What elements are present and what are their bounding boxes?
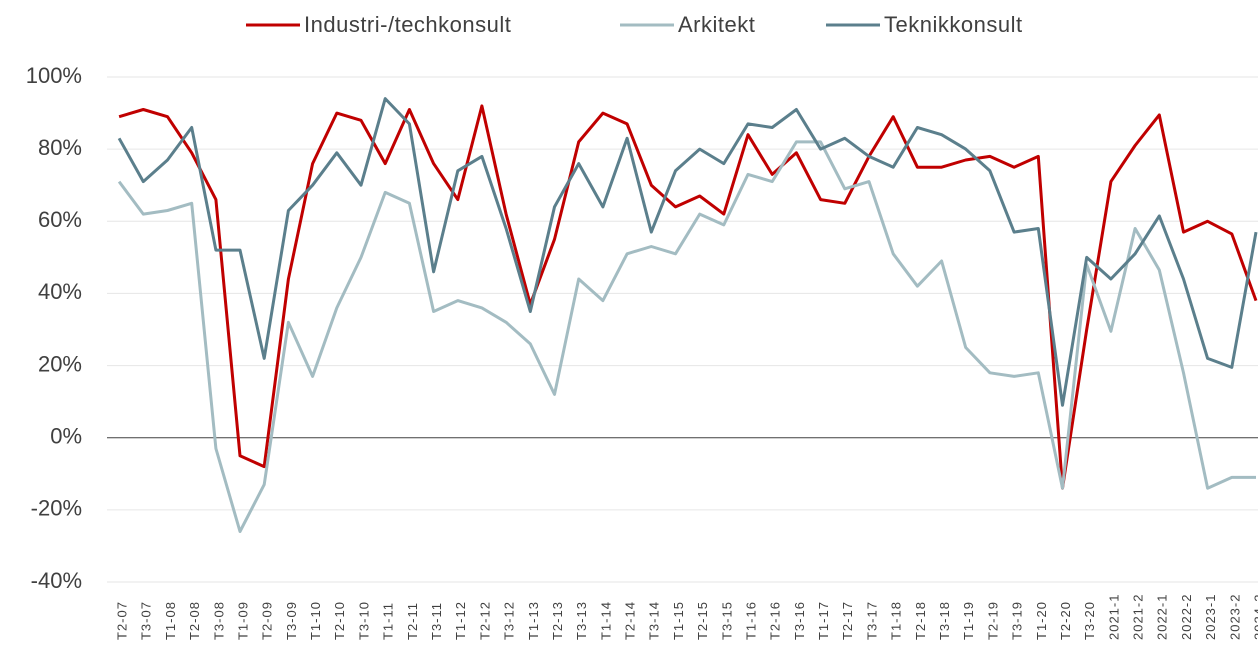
y-tick-label: -20%: [31, 496, 82, 521]
series-line: [117, 97, 1258, 407]
x-tick-label: T1-10: [308, 601, 323, 640]
y-tick-label: 100%: [26, 63, 82, 88]
x-tick-label: T2-20: [1058, 601, 1073, 640]
x-tick-label: T1-20: [1034, 601, 1049, 640]
x-tick-label: T3-20: [1082, 601, 1097, 640]
x-tick-label: T3-14: [647, 601, 662, 640]
x-tick-label: T2-16: [768, 601, 783, 640]
x-tick-label: T2-09: [260, 601, 275, 640]
x-tick-label: T1-11: [381, 602, 396, 640]
x-tick-label: T2-18: [913, 601, 928, 640]
x-tick-label: 2023-1: [1203, 594, 1218, 640]
legend-label: Arkitekt: [678, 12, 755, 37]
x-tick-label: 2022-2: [1179, 594, 1194, 640]
x-tick-label: T2-11: [405, 602, 420, 640]
x-tick-label: T2-14: [623, 601, 638, 640]
legend-label: Industri-/techkonsult: [304, 12, 511, 37]
x-tick-label: 2024-2: [1251, 594, 1258, 640]
x-tick-label: T3-15: [719, 601, 734, 640]
y-tick-label: -40%: [31, 568, 82, 593]
x-tick-label: 2023-2: [1227, 594, 1242, 640]
y-tick-label: 0%: [50, 424, 82, 449]
x-tick-label: T1-15: [671, 601, 686, 640]
x-tick-label: T3-12: [502, 601, 517, 640]
x-tick-label: T2-12: [477, 601, 492, 640]
x-tick-label: T3-19: [1010, 601, 1025, 640]
x-tick-label: T3-13: [574, 601, 589, 640]
x-tick-label: T3-18: [937, 601, 952, 640]
x-tick-label: T2-07: [115, 601, 130, 640]
series-line: [117, 140, 1256, 533]
x-tick-label: T3-08: [211, 601, 226, 640]
x-tick-label: T1-08: [163, 601, 178, 640]
x-tick-label: T2-08: [187, 601, 202, 640]
x-tick-label: T2-19: [985, 601, 1000, 640]
x-tick-label: T1-17: [816, 601, 831, 640]
x-tick-label: T1-14: [598, 601, 613, 640]
series-line: [118, 104, 1258, 490]
legend-label: Teknikkonsult: [884, 12, 1023, 37]
x-tick-label: T2-17: [840, 601, 855, 640]
x-tick-label: T3-11: [429, 602, 444, 640]
x-tick-label: T1-19: [961, 601, 976, 640]
x-tick-label: T1-13: [526, 601, 541, 640]
x-tick-label: T2-10: [332, 601, 347, 640]
x-tick-label: 2022-1: [1155, 594, 1170, 640]
x-tick-label: T3-10: [356, 601, 371, 640]
x-tick-label: T3-07: [139, 601, 154, 640]
x-tick-label: T1-12: [453, 601, 468, 640]
x-tick-label: T2-15: [695, 601, 710, 640]
x-tick-label: 2021-1: [1106, 594, 1121, 640]
y-tick-label: 40%: [38, 279, 82, 304]
x-tick-label: T3-09: [284, 601, 299, 640]
y-tick-label: 80%: [38, 135, 82, 160]
x-tick-label: T1-18: [889, 601, 904, 640]
y-tick-label: 20%: [38, 351, 82, 376]
x-tick-label: T2-13: [550, 601, 565, 640]
x-tick-label: T3-17: [864, 601, 879, 640]
x-tick-label: T3-16: [792, 601, 807, 640]
x-tick-label: T1-16: [743, 601, 758, 640]
x-tick-label: 2021-2: [1131, 594, 1146, 640]
x-tick-label: T1-09: [235, 601, 250, 640]
y-tick-label: 60%: [38, 207, 82, 232]
